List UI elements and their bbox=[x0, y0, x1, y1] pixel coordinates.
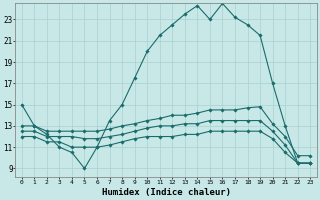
X-axis label: Humidex (Indice chaleur): Humidex (Indice chaleur) bbox=[101, 188, 230, 197]
